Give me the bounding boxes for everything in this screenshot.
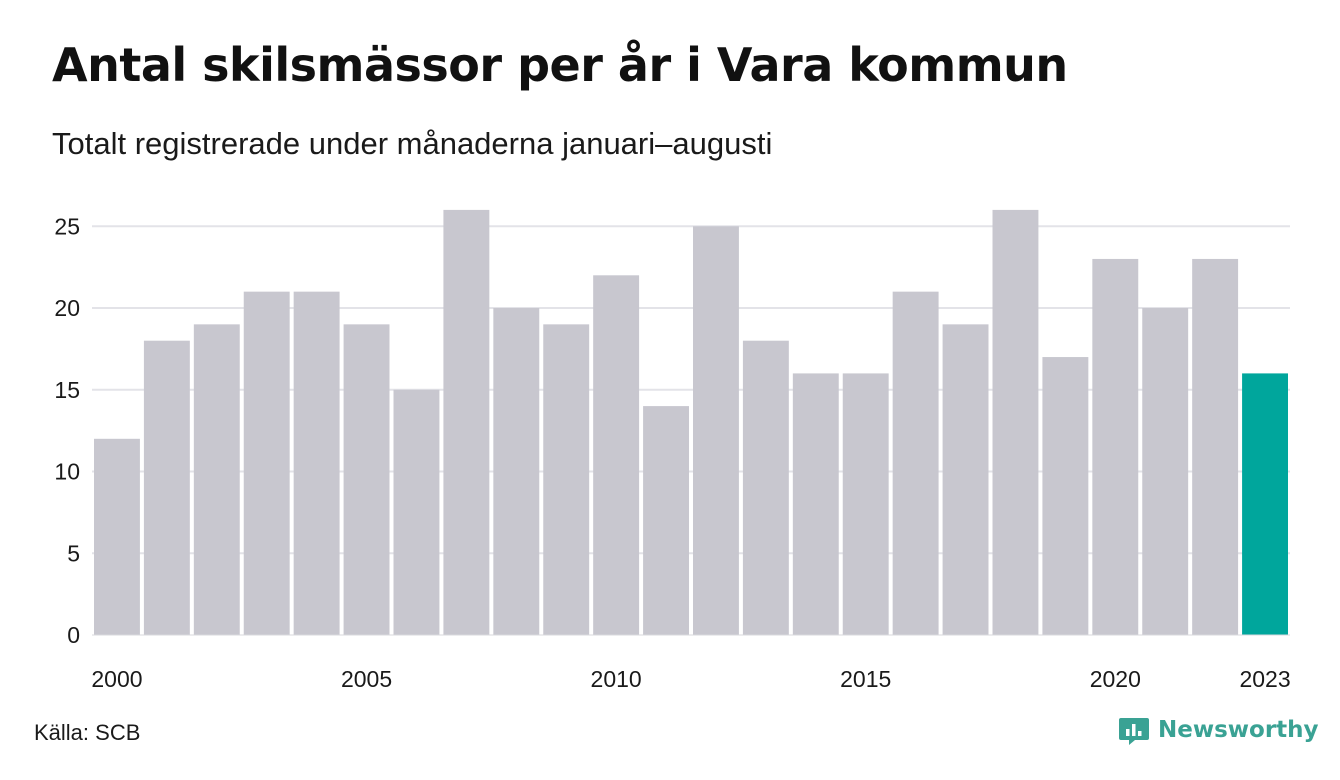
bar-2017: [942, 324, 989, 635]
y-axis-ticks: 0 5 10 15 20 25: [54, 213, 80, 648]
bar-2016: [892, 291, 939, 635]
bar-2005: [343, 324, 390, 635]
bar-2007: [443, 209, 490, 635]
y-tick-label: 5: [67, 540, 80, 566]
bar-2013: [742, 340, 789, 635]
newsworthy-logo-text: Newsworthy: [1158, 717, 1319, 743]
y-tick-label: 0: [67, 622, 80, 648]
bar-2003: [243, 291, 290, 635]
y-tick-label: 25: [54, 213, 80, 239]
x-tick-label-2023: 2023: [1239, 666, 1290, 692]
bar-2010: [593, 275, 640, 635]
y-tick-label: 10: [54, 459, 80, 485]
bar-2018: [992, 209, 1039, 635]
x-tick-label-2020: 2020: [1090, 666, 1141, 692]
bar-2020: [1092, 258, 1139, 635]
bar-2012: [693, 226, 739, 635]
bar-2000: [94, 438, 140, 635]
bar-2004: [293, 291, 340, 635]
newsworthy-logo-icon: [1119, 718, 1149, 745]
chart-subtitle: Totalt registrerade under månaderna janu…: [52, 126, 773, 161]
bar-2014: [792, 373, 839, 635]
bar-2022: [1192, 258, 1239, 635]
bar-2002: [193, 324, 240, 635]
bar-2008: [493, 308, 540, 635]
y-tick-label: 15: [54, 377, 80, 403]
x-tick-label-2010: 2010: [591, 666, 642, 692]
bar-2021: [1142, 308, 1189, 635]
grid-lines: [92, 225, 1290, 555]
newsworthy-logo: Newsworthy: [1118, 712, 1319, 748]
chart-title: Antal skilsmässor per år i Vara kommun: [52, 38, 1068, 92]
x-axis-ticks: 2000 2005 2010 2015 2020 2023: [91, 666, 1290, 692]
bar-2019: [1042, 357, 1089, 635]
bars: [94, 209, 1288, 635]
x-tick-label-2000: 2000: [91, 666, 142, 692]
bar-2011: [643, 406, 689, 635]
x-tick-label-2005: 2005: [341, 666, 392, 692]
bar-2023: [1242, 373, 1288, 635]
y-tick-label: 20: [54, 295, 80, 321]
source-note: Källa: SCB: [34, 720, 141, 745]
bar-2001: [143, 340, 190, 635]
x-tick-label-2015: 2015: [840, 666, 891, 692]
bar-2009: [543, 324, 590, 635]
bar-2015: [842, 373, 889, 635]
bar-2006: [393, 389, 440, 635]
